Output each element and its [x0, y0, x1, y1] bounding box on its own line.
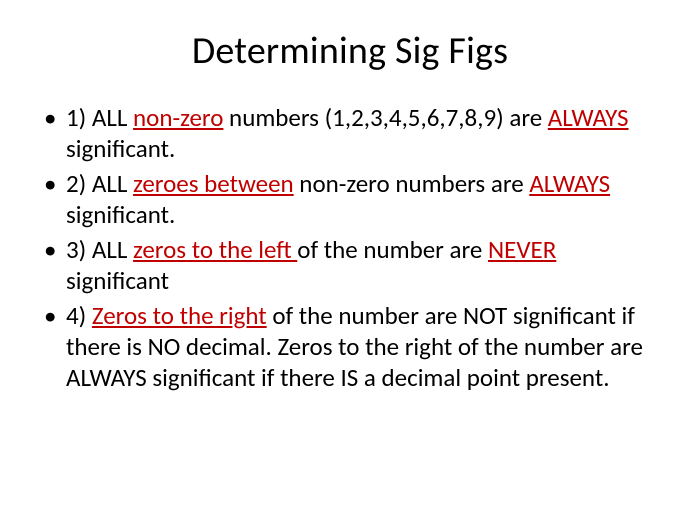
- list-item: 3) ALL zeros to the left of the number a…: [66, 234, 662, 296]
- text-run: numbers (1,2,3,4,5,6,7,8,9) are: [223, 102, 547, 133]
- text-run: significant.: [66, 133, 175, 164]
- text-run: 3) ALL: [66, 234, 133, 265]
- text-run: significant: [66, 265, 169, 296]
- text-run: non-zero numbers are: [294, 168, 530, 199]
- emphasis-text: zeros to the left: [133, 234, 297, 265]
- list-item: 1) ALL non-zero numbers (1,2,3,4,5,6,7,8…: [66, 102, 662, 164]
- text-run: 2) ALL: [66, 168, 133, 199]
- bullet-list: 1) ALL non-zero numbers (1,2,3,4,5,6,7,8…: [38, 102, 662, 393]
- emphasis-text: Zeros to the right: [92, 300, 267, 331]
- text-run: 4): [66, 300, 92, 331]
- slide-title: Determining Sig Figs: [38, 28, 662, 74]
- list-item: 4) Zeros to the right of the number are …: [66, 300, 662, 393]
- emphasis-text: zeroes between: [133, 168, 294, 199]
- list-item: 2) ALL zeroes between non-zero numbers a…: [66, 168, 662, 230]
- text-run: 1) ALL: [66, 102, 133, 133]
- emphasis-text: ALWAYS: [548, 102, 629, 133]
- emphasis-text: ALWAYS: [529, 168, 610, 199]
- text-run: of the number are: [297, 234, 488, 265]
- text-run: significant.: [66, 199, 175, 230]
- emphasis-text: non-zero: [133, 102, 223, 133]
- emphasis-text: NEVER: [488, 234, 556, 265]
